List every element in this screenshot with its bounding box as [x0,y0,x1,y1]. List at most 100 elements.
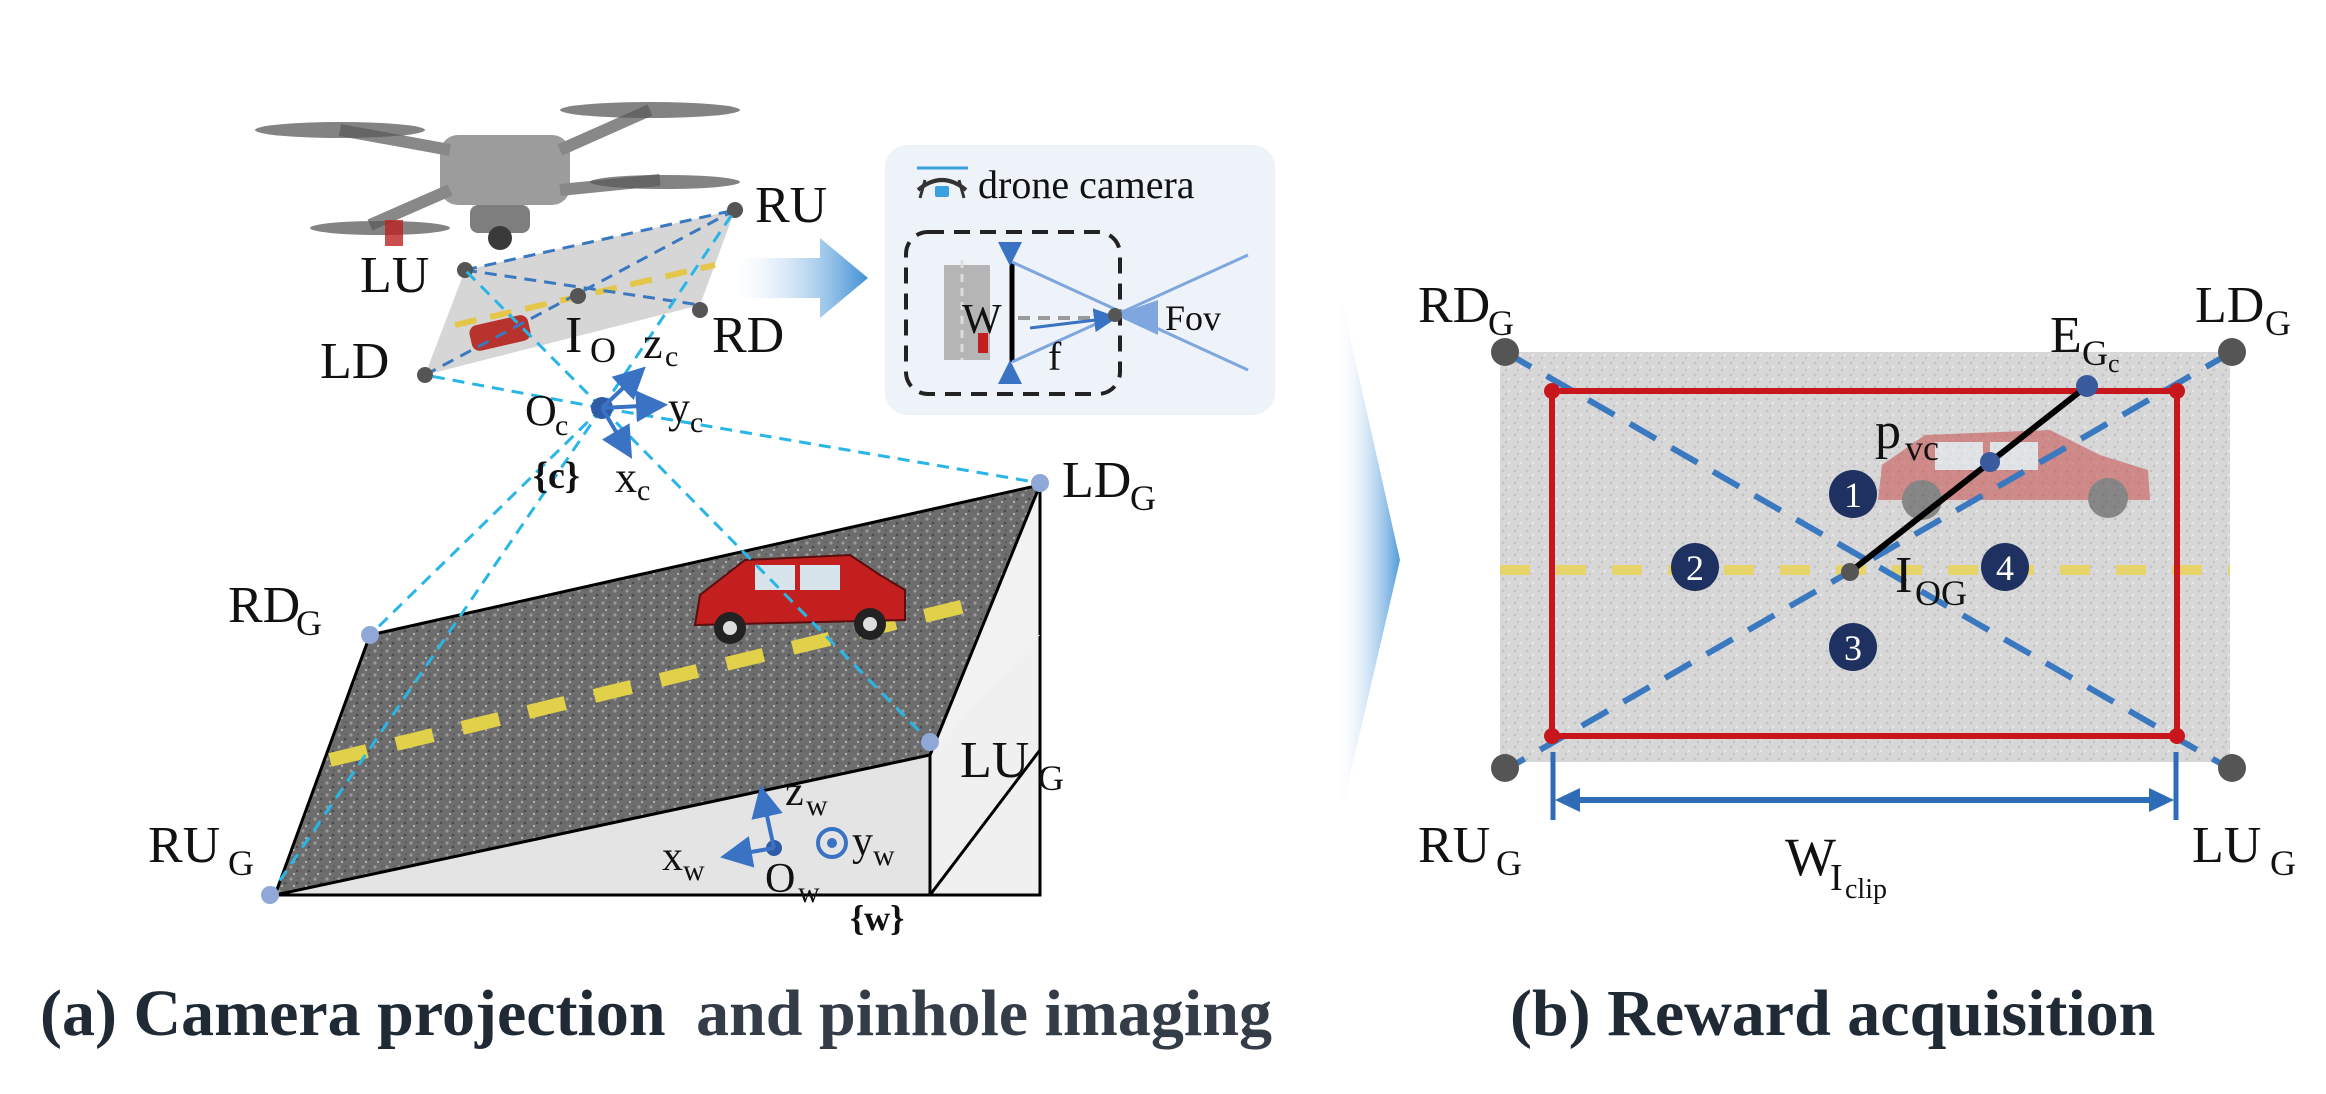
label-yc-sub: c [690,406,703,439]
label-ld-g-sub: G [2265,303,2291,343]
label-ld-g-sub: G [1130,478,1156,518]
point-ru-g [261,886,279,904]
label-ru-g: RU [148,817,220,874]
world-y-axis-dot [827,838,837,848]
label-w: W [1785,827,1836,887]
label-rd-g-sub: G [1488,303,1514,343]
point-io [570,288,586,304]
transition-arrow [1335,270,1400,840]
label-p-sub: vc [1905,428,1939,468]
label-e-sub: G [2082,333,2108,373]
camera-inset: drone camera W f Fov [885,145,1275,415]
label-ru-g-sub: G [228,843,254,883]
label-xw-sub: w [683,854,705,887]
clip-corner [1544,383,1560,399]
drone-camera-icon [916,166,968,199]
label-e-subsub: c [2108,349,2120,378]
panel-a: LU RU LD RD I O [40,102,1275,1050]
caption-b: (b) Reward acquisition [1510,977,2155,1050]
label-zw: z [785,769,804,815]
label-yw: y [852,819,873,865]
label-iog-sub: OG [1915,573,1967,613]
corner-ru-g [1491,754,1519,782]
region-3-marker: 3 [1829,623,1877,671]
label-io-sub: O [590,330,616,370]
label-xw: x [662,834,683,880]
point-ru [727,202,743,218]
label-zc-sub: c [665,340,678,373]
label-oc-sub: c [555,409,568,442]
width-arrow-left [1555,788,1580,812]
label-ld-g: LD [1062,452,1131,509]
region-3-label: 3 [1844,628,1862,668]
camera-y-axis [601,390,668,423]
label-yw-sub: w [873,839,895,872]
world-x-axis [720,836,775,868]
to-inset-arrow [735,238,868,318]
label-ru-g-sub: G [1496,843,1522,883]
vehicle-point [1980,452,2000,472]
label-p: p [1875,403,1901,460]
drone-icon [255,102,740,250]
point-rd [692,302,708,318]
point-lu-g [921,733,939,751]
clip-corner [1544,728,1560,744]
corner-lu-g [2218,754,2246,782]
label-w-sub: I [1830,857,1843,899]
center-to-edge-line [1848,383,2089,575]
caption-a-part1: (a) Camera projection [40,977,666,1050]
world-y-axis [816,827,848,859]
label-w-subsub: clip [1845,874,1887,905]
label-rd: RD [712,307,784,364]
label-ld-g: LD [2195,277,2264,334]
inset-f-label: f [1048,334,1062,379]
label-lu-g-sub: G [2270,843,2296,883]
label-iog: I [1895,547,1912,604]
inset-title: drone camera [978,162,1195,207]
corner-rd-g [1491,338,1519,366]
corner-ld-g [2218,338,2246,366]
car-icon [693,553,906,644]
point-ld-g [1031,474,1049,492]
center-point [1841,563,1859,581]
label-lu-g: LU [960,732,1029,789]
label-frame-c: {c} [533,455,580,497]
clip-frame [1549,388,2180,739]
label-oc: O [525,386,557,435]
label-rd-g-sub: G [296,603,322,643]
label-xc-sub: c [637,474,650,507]
caption-a-part2: and pinhole imaging [696,977,1272,1050]
region-1-marker: 1 [1829,470,1877,518]
ground-slab [272,482,1043,898]
clip-corner [2169,728,2185,744]
label-zc: z [643,319,663,368]
label-ru: RU [755,177,827,234]
label-yc: y [668,383,690,432]
caption-a: (a) Camera projection and pinhole imagin… [40,977,1272,1050]
clip-corner [2169,383,2185,399]
label-ow-sub: w [798,876,820,909]
panel-b: RD G LD G RU G LU G E G c p vc I OG 1 2 … [1418,277,2296,1050]
diagonal-line [1503,349,2234,773]
label-lu-g-sub: G [1038,758,1064,798]
region-1-label: 1 [1844,475,1862,515]
label-rd-g: RD [1418,277,1490,334]
label-xc: x [615,453,637,502]
label-e: E [2050,307,2082,364]
inset-fov-label: Fov [1165,298,1221,338]
region-2-label: 2 [1686,548,1704,588]
inset-focal-point [1108,308,1122,322]
region-4-marker: 4 [1981,543,2029,591]
diagonal-line [1503,349,2234,773]
label-frame-w: {w} [850,898,904,938]
label-zw-sub: w [806,789,828,822]
label-ld: LD [320,333,389,390]
width-arrow-right [2149,788,2174,812]
inset-w-label: W [962,297,1002,343]
point-rd-g [361,626,379,644]
projection-lines [268,209,1041,896]
camera-x-axis [600,406,633,459]
plane-edge [464,208,736,272]
region-4-label: 4 [1996,548,2014,588]
edge-point [2076,375,2098,397]
